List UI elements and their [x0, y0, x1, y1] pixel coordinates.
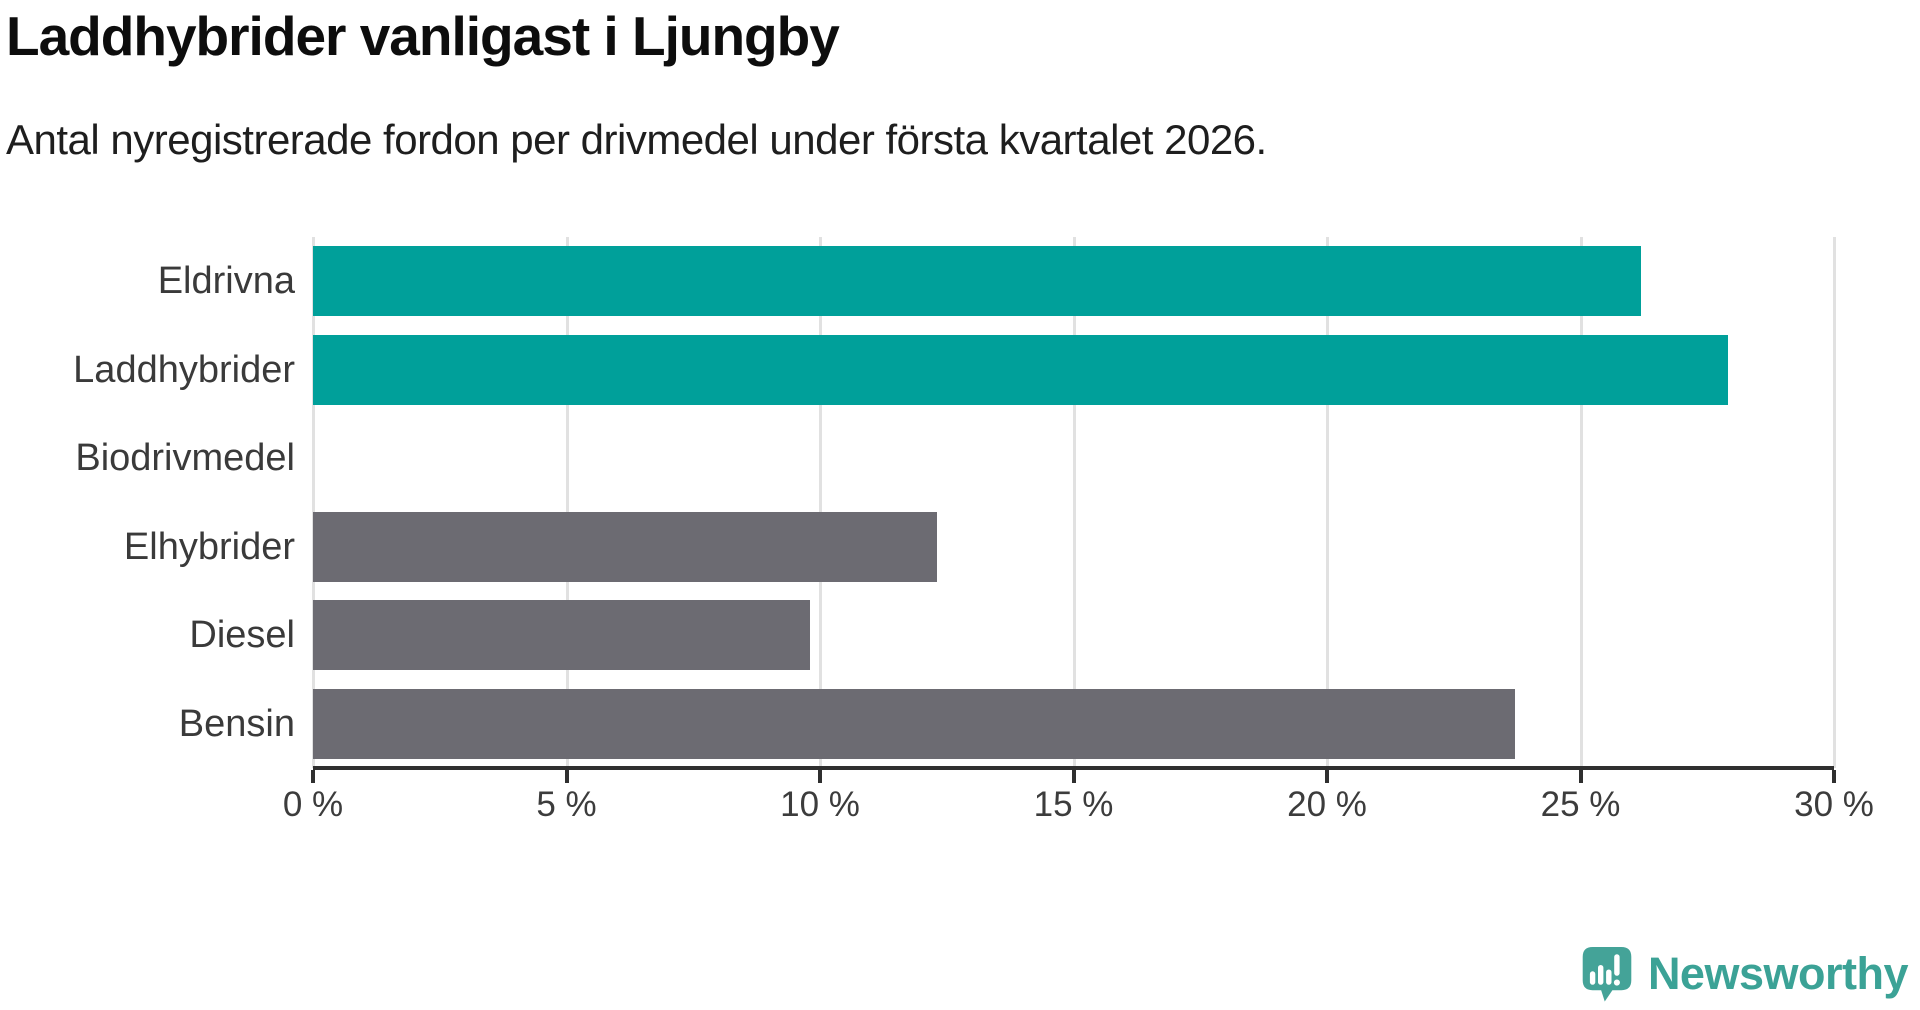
bar-eldrivna — [313, 246, 1642, 317]
category-label-biodrivmedel: Biodrivmedel — [75, 437, 295, 480]
tick-label-0: 0 % — [282, 785, 344, 824]
gridline-20 — [1326, 237, 1329, 768]
newsworthy-speech-bubble-icon — [1582, 947, 1632, 1002]
category-label-bensin: Bensin — [178, 702, 295, 745]
chart-subtitle: Antal nyregistrerade fordon per drivmede… — [6, 116, 1267, 163]
gridline-10 — [819, 237, 822, 768]
gridline-15 — [1072, 237, 1076, 768]
newsworthy-logo: Newsworthy — [1580, 942, 1909, 1006]
bar-diesel — [313, 600, 810, 671]
tick-mark-25 — [1578, 770, 1583, 783]
bar-elhybrider — [313, 511, 937, 582]
plot-area — [312, 237, 1836, 768]
tick-mark-10 — [818, 770, 822, 783]
tick-label-15: 15 % — [1033, 785, 1114, 824]
tick-mark-20 — [1325, 770, 1329, 783]
bar-laddhybrider — [313, 334, 1728, 405]
gridline-0 — [312, 237, 315, 768]
tick-label-30: 30 % — [1794, 785, 1874, 824]
bar-bensin — [313, 688, 1515, 759]
category-label-laddhybrider: Laddhybrider — [73, 348, 295, 391]
tick-mark-30 — [1832, 770, 1836, 783]
tick-label-20: 20 % — [1287, 785, 1367, 824]
gridline-25 — [1579, 237, 1583, 768]
tick-label-10: 10 % — [780, 785, 860, 824]
category-label-elhybrider: Elhybrider — [123, 525, 295, 568]
x-axis-line — [313, 766, 1834, 770]
tick-label-5: 5 % — [536, 785, 597, 824]
tick-mark-0 — [311, 770, 315, 783]
gridline-30 — [1833, 237, 1836, 768]
tick-label-25: 25 % — [1540, 785, 1621, 824]
gridline-5 — [565, 237, 569, 768]
tick-mark-5 — [564, 770, 569, 783]
tick-mark-15 — [1071, 770, 1076, 783]
chart-title: Laddhybrider vanligast i Ljungby — [6, 5, 840, 67]
category-label-diesel: Diesel — [189, 614, 295, 657]
category-label-eldrivna: Eldrivna — [157, 260, 295, 303]
newsworthy-logo-text: Newsworthy — [1647, 948, 1909, 999]
